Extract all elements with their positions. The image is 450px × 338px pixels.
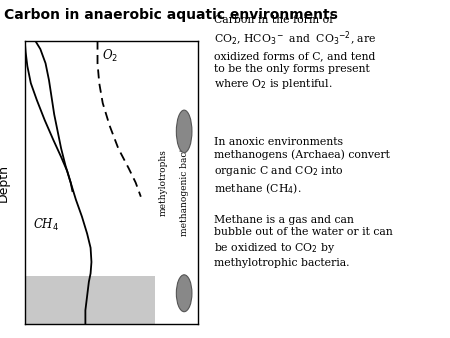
- Bar: [25, 276, 155, 324]
- Text: Depth: Depth: [0, 164, 10, 201]
- Text: CH$_4$: CH$_4$: [33, 217, 59, 233]
- Ellipse shape: [176, 275, 192, 312]
- Text: Carbon in the form of
CO$_2$, HCO$_3$$^-$ and  CO$_3$$^{-2}$, are
oxidized forms: Carbon in the form of CO$_2$, HCO$_3$$^-…: [214, 15, 376, 91]
- Text: methanogenic bacteria: methanogenic bacteria: [180, 129, 189, 236]
- Text: Methane is a gas and can
bubble out of the water or it can
be oxidized to CO$_2$: Methane is a gas and can bubble out of t…: [214, 215, 392, 268]
- Text: O$_2$: O$_2$: [102, 48, 118, 64]
- Ellipse shape: [176, 110, 192, 153]
- Text: Carbon in anaerobic aquatic environments: Carbon in anaerobic aquatic environments: [4, 8, 338, 22]
- Text: In anoxic environments
methanogens (Archaea) convert
organic C and CO$_2$ into
m: In anoxic environments methanogens (Arch…: [214, 137, 390, 196]
- Text: methylotrophs: methylotrophs: [159, 149, 168, 216]
